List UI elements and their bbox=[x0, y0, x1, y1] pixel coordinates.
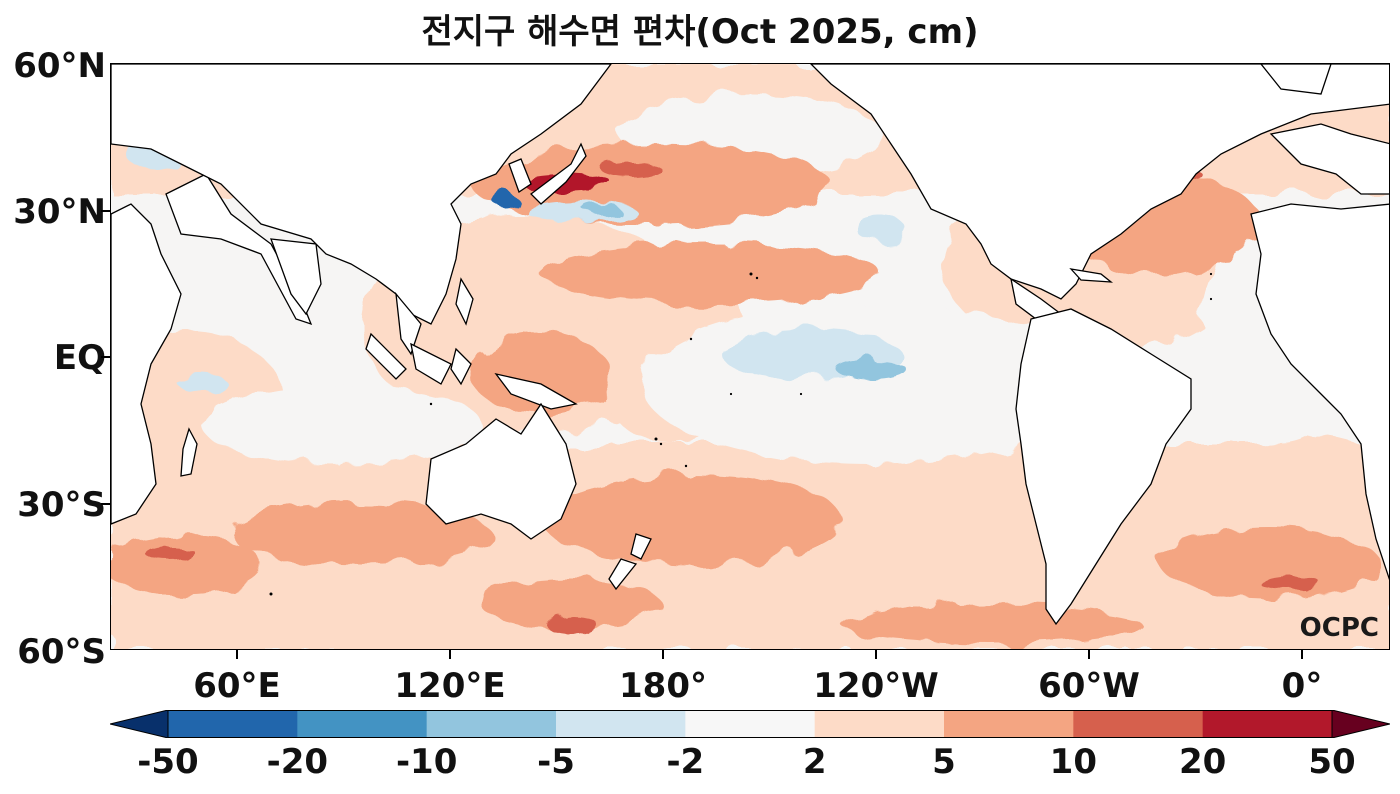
colorbar-bin bbox=[685, 710, 816, 738]
colorbar-arrow-low bbox=[110, 710, 169, 738]
small-islands bbox=[269, 272, 1213, 596]
colorbar-bin bbox=[168, 710, 298, 738]
colorbar-tick-label: 10 bbox=[1049, 742, 1097, 782]
map-title: 전지구 해수면 편차(Oct 2025, cm) bbox=[421, 12, 979, 52]
colorbar-bin bbox=[1202, 710, 1333, 738]
colorbar-tick-label: -50 bbox=[137, 742, 199, 782]
lon-label-180: 180° bbox=[619, 666, 707, 706]
lat-label-30n: 30°N bbox=[13, 192, 106, 232]
colorbar-tick-label: -20 bbox=[266, 742, 329, 782]
lon-label-120w: 120°W bbox=[813, 666, 939, 706]
lon-tick bbox=[875, 650, 877, 659]
colorbar-bin bbox=[1073, 710, 1204, 738]
anomaly-field bbox=[111, 64, 1389, 649]
lon-label-60w: 60°W bbox=[1038, 666, 1140, 706]
colorbar-tick-label: -5 bbox=[537, 742, 575, 782]
lon-tick bbox=[1301, 650, 1303, 659]
map-canvas: OCPC bbox=[111, 64, 1389, 649]
colorbar-bin bbox=[297, 710, 428, 738]
lat-tick bbox=[101, 210, 110, 212]
lon-tick bbox=[236, 650, 238, 659]
sea-level-anomaly-map: OCPC bbox=[110, 63, 1390, 650]
lat-label-30s: 30°S bbox=[17, 485, 106, 525]
colorbar-tick-label: 2 bbox=[802, 742, 827, 782]
colorbar-bin bbox=[944, 710, 1074, 738]
colorbar-outline bbox=[167, 710, 1333, 738]
lat-tick bbox=[101, 356, 110, 358]
lon-label-60e: 60°E bbox=[193, 666, 281, 706]
colorbar-tick-label: -10 bbox=[395, 742, 458, 782]
colorbar-tick-label: 50 bbox=[1308, 742, 1356, 782]
lat-tick bbox=[101, 503, 110, 505]
colorbar-tick-label: 20 bbox=[1178, 742, 1227, 782]
lat-label-60n: 60°N bbox=[13, 46, 106, 86]
lon-tick bbox=[662, 650, 664, 659]
colorbar-arrow-high bbox=[1331, 710, 1390, 738]
lon-label-120e: 120°E bbox=[394, 666, 506, 706]
colorbar bbox=[110, 710, 1390, 738]
colorbar-bin bbox=[814, 710, 945, 738]
lat-label-eq: EQ bbox=[53, 338, 106, 378]
colorbar-tick-label: -2 bbox=[666, 742, 705, 782]
lon-label-0: 0° bbox=[1281, 666, 1323, 706]
colorbar-tick-label: 5 bbox=[932, 742, 956, 782]
lon-tick bbox=[449, 650, 451, 659]
land-masses bbox=[111, 64, 1389, 626]
colorbar-bin bbox=[556, 710, 686, 738]
lon-tick bbox=[1088, 650, 1090, 659]
ocpc-logo: OCPC bbox=[1300, 613, 1379, 643]
colorbar-bin bbox=[426, 710, 557, 738]
lat-label-60s: 60°S bbox=[17, 632, 106, 672]
